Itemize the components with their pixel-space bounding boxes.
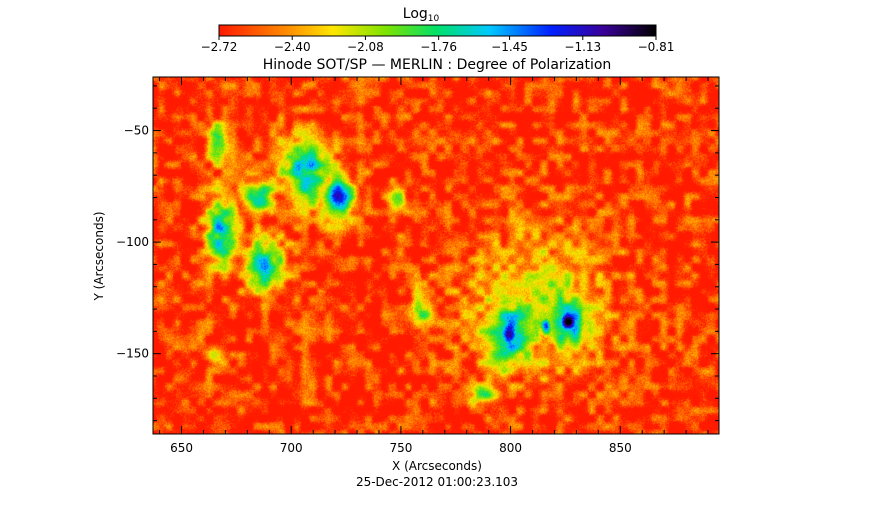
x-axis: 650 700 750 800 850 xyxy=(159,77,709,455)
colorbar-strip xyxy=(218,24,657,37)
y-tick-label: −50 xyxy=(124,124,149,138)
timestamp: 25-Dec-2012 01:00:23.103 xyxy=(356,475,518,489)
colorbar-tick-label: −2.40 xyxy=(274,40,311,54)
x-tick-label: 700 xyxy=(280,441,303,455)
colorbar-ticks: −2.72 −2.40 −2.08 −1.76 −1.45 −1.13 −0.81 xyxy=(201,36,675,54)
x-tick-label: 650 xyxy=(170,441,193,455)
y-axis: −50 −100 −150 xyxy=(116,85,719,422)
colorbar-tick-label: −0.81 xyxy=(638,40,675,54)
x-axis-label: X (Arcseconds) xyxy=(392,459,482,473)
plot-frame xyxy=(152,76,720,435)
colorbar-tick-label: −1.76 xyxy=(420,40,457,54)
colorbar-label: Log10 xyxy=(403,6,440,24)
colorbar: Log10 −2.72 −2.40 −2.08 −1.76 −1.45 −1.13 −0.8… xyxy=(201,6,675,54)
polarization-heatmap xyxy=(153,77,719,434)
y-tick-label: −100 xyxy=(116,235,149,249)
x-tick-label: 750 xyxy=(389,441,412,455)
colorbar-tick-label: −1.13 xyxy=(564,40,601,54)
colorbar-tick-label: −1.45 xyxy=(491,40,528,54)
x-tick-label: 800 xyxy=(499,441,522,455)
x-tick-label: 850 xyxy=(609,441,632,455)
y-axis-label: Y (Arcseconds) xyxy=(92,211,106,301)
colorbar-tick-label: −2.08 xyxy=(347,40,384,54)
colorbar-tick-label: −2.72 xyxy=(201,40,238,54)
chart-title: Hinode SOT/SP — MERLIN : Degree of Polar… xyxy=(263,57,612,73)
y-tick-label: −150 xyxy=(116,347,149,361)
